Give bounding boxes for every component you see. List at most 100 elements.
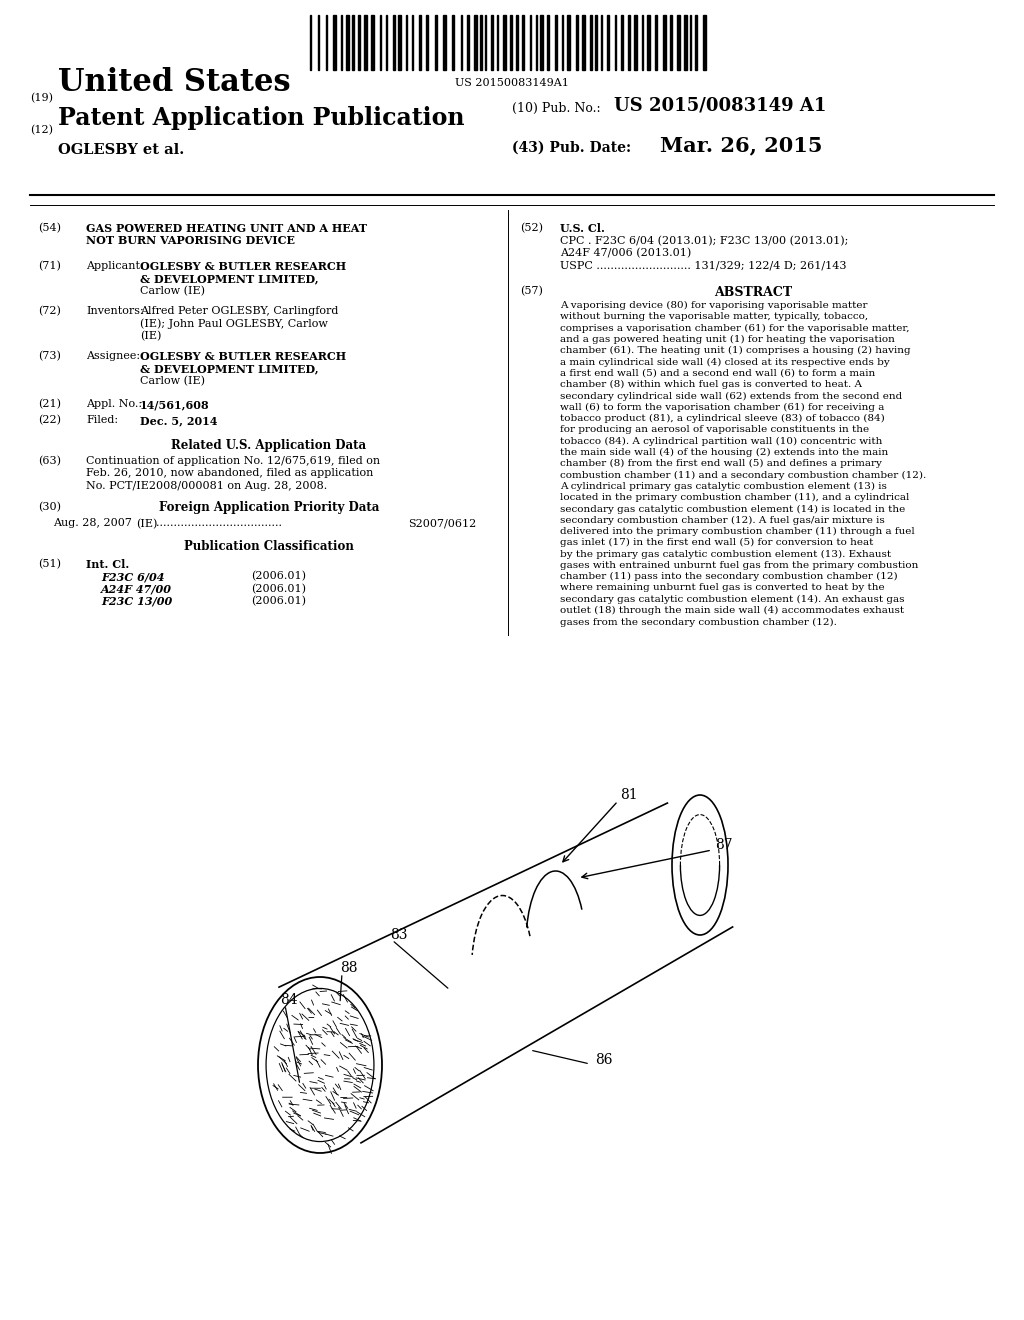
Bar xyxy=(655,15,657,70)
Text: Inventors:: Inventors: xyxy=(86,306,143,315)
Text: the main side wall (4) of the housing (2) extends into the main: the main side wall (4) of the housing (2… xyxy=(560,447,888,457)
Text: Applicant:: Applicant: xyxy=(86,261,143,271)
Text: combustion chamber (11) and a secondary combustion chamber (12).: combustion chamber (11) and a secondary … xyxy=(560,470,927,479)
Bar xyxy=(467,15,469,70)
Text: Related U.S. Application Data: Related U.S. Application Data xyxy=(171,440,367,451)
Text: gases with entrained unburnt fuel gas from the primary combustion: gases with entrained unburnt fuel gas fr… xyxy=(560,561,919,570)
Text: for producing an aerosol of vaporisable constituents in the: for producing an aerosol of vaporisable … xyxy=(560,425,869,434)
Text: USPC ........................... 131/329; 122/4 D; 261/143: USPC ........................... 131/329… xyxy=(560,260,847,271)
Text: chamber (8) within which fuel gas is converted to heat. A: chamber (8) within which fuel gas is con… xyxy=(560,380,862,389)
Text: secondary gas catalytic combustion element (14) is located in the: secondary gas catalytic combustion eleme… xyxy=(560,504,905,513)
Text: (73): (73) xyxy=(38,351,60,362)
Text: 87: 87 xyxy=(715,838,732,851)
Text: & DEVELOPMENT LIMITED,: & DEVELOPMENT LIMITED, xyxy=(140,273,318,285)
Text: A vaporising device (80) for vaporising vaporisable matter: A vaporising device (80) for vaporising … xyxy=(560,301,867,310)
Bar xyxy=(547,15,549,70)
Text: 88: 88 xyxy=(340,961,357,975)
Text: (2006.01): (2006.01) xyxy=(251,583,306,594)
Text: and a gas powered heating unit (1) for heating the vaporisation: and a gas powered heating unit (1) for h… xyxy=(560,335,895,345)
Text: (63): (63) xyxy=(38,455,61,466)
Bar xyxy=(480,15,482,70)
Text: tobacco (84). A cylindrical partition wall (10) concentric with: tobacco (84). A cylindrical partition wa… xyxy=(560,437,883,446)
Text: gases from the secondary combustion chamber (12).: gases from the secondary combustion cham… xyxy=(560,618,837,627)
Text: comprises a vaporisation chamber (61) for the vaporisable matter,: comprises a vaporisation chamber (61) fo… xyxy=(560,323,909,333)
Text: 86: 86 xyxy=(595,1053,612,1067)
Text: A cylindrical primary gas catalytic combustion element (13) is: A cylindrical primary gas catalytic comb… xyxy=(560,482,887,491)
Bar xyxy=(677,15,680,70)
Text: S2007/0612: S2007/0612 xyxy=(408,519,476,528)
Text: ....................................: .................................... xyxy=(156,519,282,528)
Bar xyxy=(595,15,597,70)
Text: (52): (52) xyxy=(520,223,543,234)
Text: Mar. 26, 2015: Mar. 26, 2015 xyxy=(660,135,822,154)
Text: F23C 6/04: F23C 6/04 xyxy=(101,572,165,582)
Text: CPC . F23C 6/04 (2013.01); F23C 13/00 (2013.01);: CPC . F23C 6/04 (2013.01); F23C 13/00 (2… xyxy=(560,235,848,246)
Bar xyxy=(582,15,585,70)
Text: 14/561,608: 14/561,608 xyxy=(140,399,210,411)
Text: ABSTRACT: ABSTRACT xyxy=(714,285,792,298)
Bar xyxy=(522,15,524,70)
Bar xyxy=(435,15,437,70)
Bar xyxy=(358,15,360,70)
Text: 83: 83 xyxy=(390,928,408,942)
Text: Aug. 28, 2007: Aug. 28, 2007 xyxy=(53,519,132,528)
Text: located in the primary combustion chamber (11), and a cylindrical: located in the primary combustion chambe… xyxy=(560,494,909,502)
Text: by the primary gas catalytic combustion element (13). Exhaust: by the primary gas catalytic combustion … xyxy=(560,549,891,558)
Bar xyxy=(490,15,493,70)
Text: a first end wall (5) and a second end wall (6) to form a main: a first end wall (5) and a second end wa… xyxy=(560,368,876,378)
Bar xyxy=(695,15,697,70)
Bar xyxy=(684,15,687,70)
Bar xyxy=(575,15,578,70)
Bar xyxy=(503,15,506,70)
Text: (51): (51) xyxy=(38,558,61,569)
Bar xyxy=(703,15,706,70)
Text: chamber (61). The heating unit (1) comprises a housing (2) having: chamber (61). The heating unit (1) compr… xyxy=(560,346,910,355)
Bar xyxy=(426,15,428,70)
Text: Dec. 5, 2014: Dec. 5, 2014 xyxy=(140,414,217,426)
Bar xyxy=(393,15,395,70)
Bar xyxy=(516,15,518,70)
Text: Int. Cl.: Int. Cl. xyxy=(86,558,129,569)
Text: Alfred Peter OGLESBY, Carlingford: Alfred Peter OGLESBY, Carlingford xyxy=(140,306,338,315)
Text: A24F 47/00: A24F 47/00 xyxy=(101,583,172,594)
Bar xyxy=(443,15,446,70)
Bar xyxy=(663,15,666,70)
Text: secondary gas catalytic combustion element (14). An exhaust gas: secondary gas catalytic combustion eleme… xyxy=(560,595,904,605)
Text: U.S. Cl.: U.S. Cl. xyxy=(560,223,605,234)
Text: United States: United States xyxy=(58,67,291,98)
Text: (30): (30) xyxy=(38,502,61,512)
Text: (43) Pub. Date:: (43) Pub. Date: xyxy=(512,141,631,154)
Text: (19): (19) xyxy=(30,92,53,103)
Text: F23C 13/00: F23C 13/00 xyxy=(101,597,172,607)
Text: (2006.01): (2006.01) xyxy=(251,572,306,581)
Bar xyxy=(333,15,336,70)
Bar xyxy=(452,15,454,70)
Text: Continuation of application No. 12/675,619, filed on: Continuation of application No. 12/675,6… xyxy=(86,455,380,466)
Text: Assignee:: Assignee: xyxy=(86,351,140,360)
Text: (IE): (IE) xyxy=(136,519,158,529)
Text: Carlow (IE): Carlow (IE) xyxy=(140,286,205,296)
Text: US 20150083149A1: US 20150083149A1 xyxy=(455,78,569,88)
Bar xyxy=(621,15,623,70)
Text: (57): (57) xyxy=(520,285,543,296)
Bar xyxy=(647,15,650,70)
Text: (21): (21) xyxy=(38,399,61,409)
Bar xyxy=(567,15,570,70)
Text: GAS POWERED HEATING UNIT AND A HEAT: GAS POWERED HEATING UNIT AND A HEAT xyxy=(86,223,367,234)
Text: without burning the vaporisable matter, typically, tobacco,: without burning the vaporisable matter, … xyxy=(560,313,868,321)
Text: US 2015/0083149 A1: US 2015/0083149 A1 xyxy=(614,96,826,115)
Bar xyxy=(628,15,630,70)
Text: (12): (12) xyxy=(30,124,53,135)
Text: where remaining unburnt fuel gas is converted to heat by the: where remaining unburnt fuel gas is conv… xyxy=(560,583,885,593)
Text: Foreign Application Priority Data: Foreign Application Priority Data xyxy=(159,502,379,515)
Text: OGLESBY & BUTLER RESEARCH: OGLESBY & BUTLER RESEARCH xyxy=(140,261,346,272)
Bar xyxy=(540,15,543,70)
Text: OGLESBY & BUTLER RESEARCH: OGLESBY & BUTLER RESEARCH xyxy=(140,351,346,362)
Text: (2006.01): (2006.01) xyxy=(251,597,306,606)
Text: Patent Application Publication: Patent Application Publication xyxy=(58,106,465,129)
Bar xyxy=(590,15,592,70)
Bar xyxy=(474,15,477,70)
Text: No. PCT/IE2008/000081 on Aug. 28, 2008.: No. PCT/IE2008/000081 on Aug. 28, 2008. xyxy=(86,480,328,491)
Text: (71): (71) xyxy=(38,261,60,272)
Bar xyxy=(634,15,637,70)
